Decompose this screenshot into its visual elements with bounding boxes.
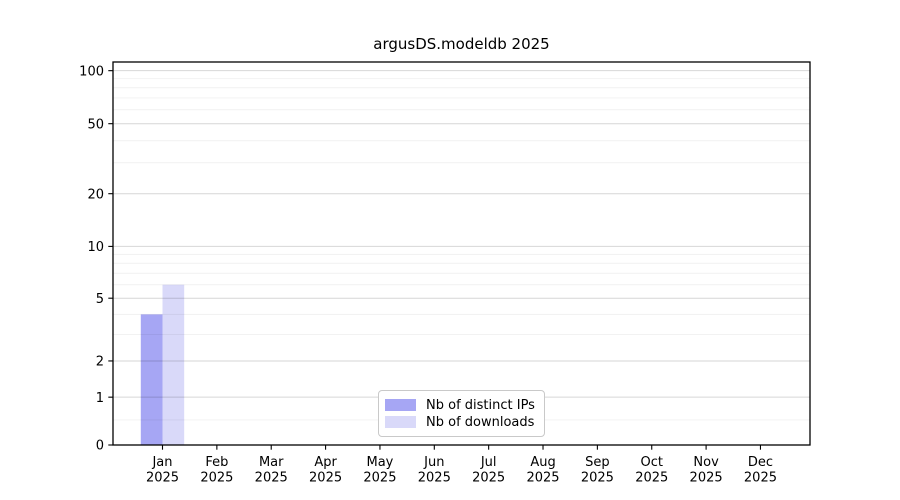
y-tick-label: 0	[96, 439, 104, 454]
legend-item-distinct-ips: Nb of distinct IPs	[385, 398, 536, 412]
y-tick-label: 1	[96, 391, 104, 406]
x-tick-label: Dec 2025	[744, 455, 777, 486]
y-tick-label: 20	[87, 187, 104, 202]
bars	[140, 284, 185, 445]
tick-marks	[108, 70, 762, 450]
bar-nb-of-distinct-ips-jan	[140, 314, 163, 445]
x-tick-label: Jan 2025	[146, 455, 179, 486]
major-gridlines	[113, 70, 810, 398]
plot-area	[112, 61, 811, 446]
x-tick-label: Apr 2025	[309, 455, 342, 486]
x-tick-label: Sep 2025	[581, 455, 614, 486]
x-tick-label: Oct 2025	[635, 455, 668, 486]
x-axis-labels: Jan 2025 Feb 2025 Mar 2025 Apr 2025 May 2025 Jun 20…	[146, 455, 777, 486]
x-tick-label: Aug 2025	[526, 455, 559, 486]
legend-swatch-distinct-ips-icon	[385, 398, 416, 411]
bar-nb-of-downloads-jan	[162, 284, 185, 445]
chart-title: argusDS.modeldb 2025	[373, 35, 550, 53]
y-axis-labels: 0 1 2 5 10 20 50 100	[79, 64, 104, 453]
x-tick-label: May 2025	[363, 455, 396, 486]
y-tick-label: 5	[96, 292, 104, 307]
x-tick-label: Jun 2025	[418, 455, 451, 486]
y-tick-label: 50	[87, 117, 104, 132]
legend-swatch-downloads-icon	[385, 416, 416, 429]
legend-label-distinct-ips: Nb of distinct IPs	[426, 397, 535, 413]
minor-gridlines	[113, 78, 810, 421]
x-tick-label: Mar 2025	[255, 455, 288, 486]
legend-item-downloads: Nb of downloads	[385, 415, 536, 429]
x-tick-label: Feb 2025	[200, 455, 233, 486]
y-tick-label: 10	[87, 240, 104, 255]
x-tick-label: Jul 2025	[472, 455, 505, 486]
x-tick-label: Nov 2025	[690, 455, 723, 486]
y-tick-label: 2	[96, 355, 104, 370]
legend-label-downloads: Nb of downloads	[426, 415, 535, 431]
legend: Nb of distinct IPs Nb of downloads	[378, 390, 545, 437]
y-tick-label: 100	[79, 64, 104, 79]
